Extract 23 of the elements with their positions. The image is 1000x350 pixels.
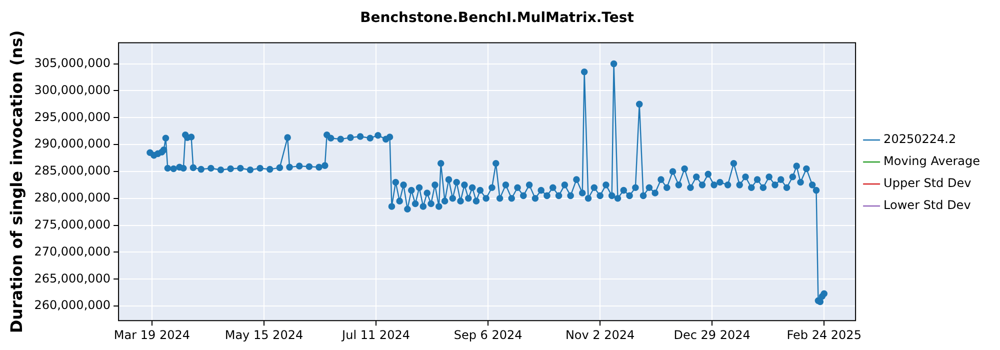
x-tick-label: Nov 2 2024 — [565, 328, 635, 342]
legend-label: 20250224.2 — [884, 132, 956, 146]
y-tick-label: 300,000,000 — [34, 82, 111, 97]
y-tick-label: 270,000,000 — [34, 244, 111, 258]
y-tick-label: 285,000,000 — [34, 164, 111, 178]
legend-label: Moving Average — [884, 154, 980, 168]
y-axis-title: Duration of single invocation (ns) — [6, 30, 26, 334]
y-tick-label: 260,000,000 — [34, 298, 111, 312]
x-tick-label: May 15 2024 — [224, 328, 304, 342]
legend-label: Lower Std Dev — [884, 198, 971, 212]
x-tick-label: Sep 6 2024 — [454, 328, 522, 342]
y-tick-label: 275,000,000 — [34, 217, 111, 232]
y-tick-label: 265,000,000 — [34, 271, 111, 286]
chart-title: Benchstone.BenchI.MulMatrix.Test — [360, 10, 634, 26]
x-tick-label: Dec 29 2024 — [674, 328, 750, 342]
y-tick-label: 295,000,000 — [34, 110, 111, 124]
y-tick-label: 290,000,000 — [34, 136, 111, 151]
y-tick-label: 280,000,000 — [34, 190, 111, 205]
legend-label: Upper Std Dev — [884, 176, 972, 190]
x-tick-label: Mar 19 2024 — [114, 328, 190, 342]
x-tick-label: Feb 24 2025 — [786, 328, 862, 342]
x-tick-label: Jul 11 2024 — [341, 328, 410, 342]
y-tick-label: 305,000,000 — [34, 56, 111, 70]
